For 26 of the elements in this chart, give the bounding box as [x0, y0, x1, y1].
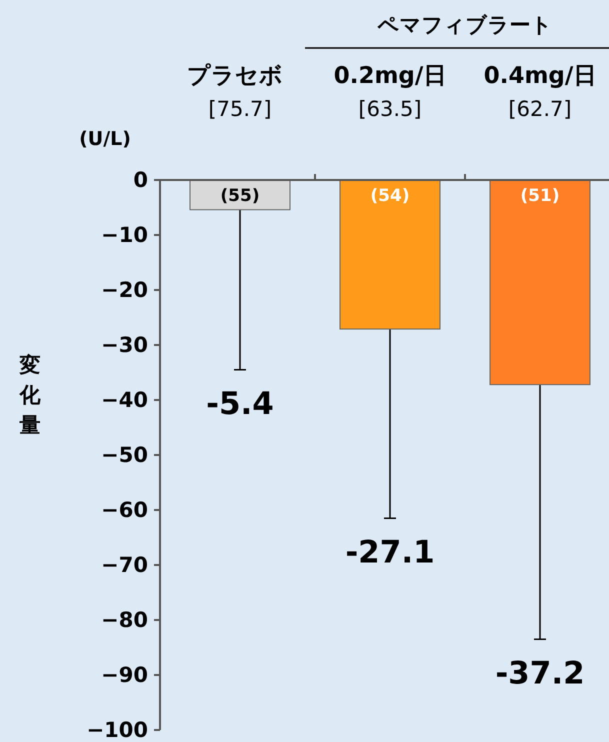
y-tick-label: −50 [101, 443, 148, 467]
text: ペマフィブラート [376, 13, 552, 37]
text: [62.7] [508, 97, 572, 121]
text: (U/L) [79, 128, 131, 150]
y-tick-label: −90 [101, 663, 148, 687]
y-tick-label: −20 [101, 278, 148, 302]
x-tick-label: 0.2mg/日 [334, 63, 446, 89]
annotation: -37.2 [495, 655, 585, 692]
text: [75.7] [208, 97, 272, 121]
x-tick-label: 0.4mg/日 [484, 63, 596, 89]
y-axis-title: 変化量 [18, 353, 42, 437]
y-tick-label: −10 [101, 223, 148, 247]
annotation: (51) [520, 186, 560, 206]
x-tick-label: プラセボ [187, 63, 283, 89]
y-tick-label: 0 [133, 168, 148, 192]
y-tick-label: −30 [101, 333, 148, 357]
y-tick-label: −70 [101, 553, 148, 577]
annotation: -5.4 [206, 386, 274, 422]
text: [63.5] [358, 97, 422, 121]
y-tick-label: −40 [101, 388, 148, 412]
annotation: (55) [220, 186, 260, 206]
annotation: (54) [370, 186, 410, 206]
y-tick-label: −100 [86, 718, 148, 742]
y-tick-label: −80 [101, 608, 148, 632]
annotation: -27.1 [345, 534, 435, 570]
y-tick-label: −60 [101, 498, 148, 522]
